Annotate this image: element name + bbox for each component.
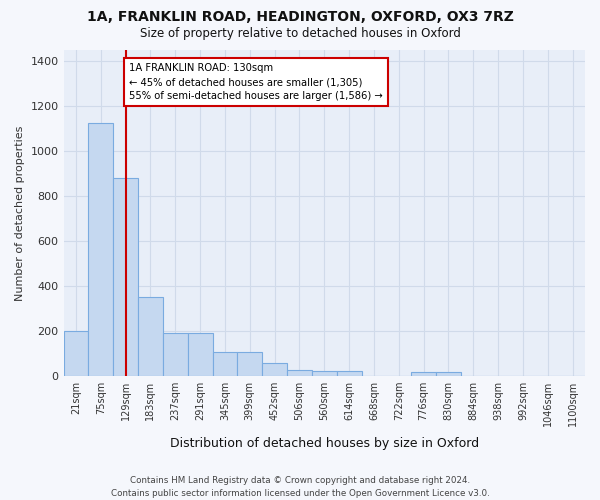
Y-axis label: Number of detached properties: Number of detached properties	[15, 125, 25, 300]
Bar	[337, 372, 362, 376]
X-axis label: Distribution of detached houses by size in Oxford: Distribution of detached houses by size …	[170, 437, 479, 450]
Bar	[312, 372, 337, 376]
Bar	[238, 352, 262, 376]
Bar	[411, 372, 436, 376]
Text: Size of property relative to detached houses in Oxford: Size of property relative to detached ho…	[140, 28, 460, 40]
Bar	[436, 372, 461, 376]
Text: Contains HM Land Registry data © Crown copyright and database right 2024.
Contai: Contains HM Land Registry data © Crown c…	[110, 476, 490, 498]
Bar	[64, 331, 88, 376]
Bar	[212, 352, 238, 376]
Bar	[163, 333, 188, 376]
Text: 1A, FRANKLIN ROAD, HEADINGTON, OXFORD, OX3 7RZ: 1A, FRANKLIN ROAD, HEADINGTON, OXFORD, O…	[86, 10, 514, 24]
Bar	[138, 297, 163, 376]
Bar	[188, 333, 212, 376]
Text: 1A FRANKLIN ROAD: 130sqm
← 45% of detached houses are smaller (1,305)
55% of sem: 1A FRANKLIN ROAD: 130sqm ← 45% of detach…	[130, 64, 383, 102]
Bar	[113, 178, 138, 376]
Bar	[287, 370, 312, 376]
Bar	[88, 123, 113, 376]
Bar	[262, 364, 287, 376]
